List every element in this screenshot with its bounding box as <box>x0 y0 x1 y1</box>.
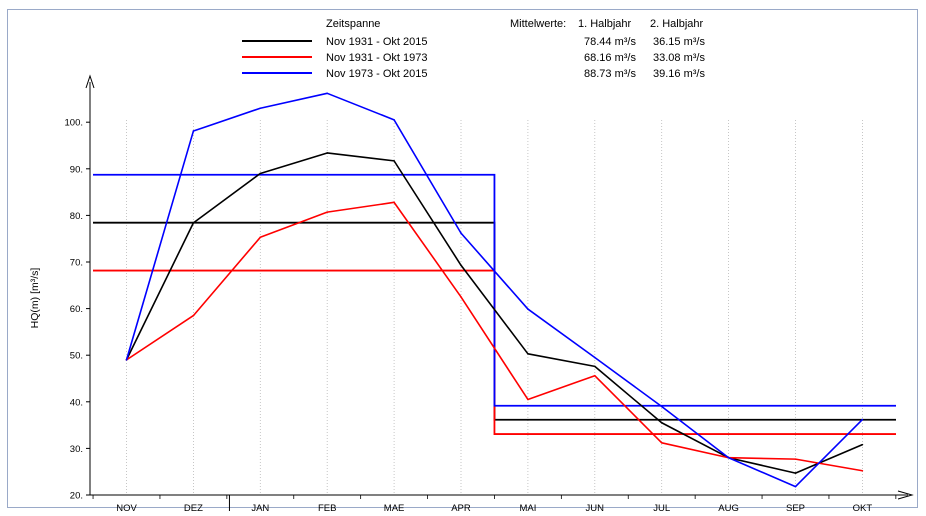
legend-series-name: Nov 1931 - Okt 1973 <box>326 52 428 64</box>
chart-frame <box>7 9 918 508</box>
data-point <box>393 119 395 121</box>
data-point <box>660 421 663 424</box>
data-point <box>527 308 529 310</box>
mean-step-line-3 <box>93 173 896 407</box>
data-point <box>861 418 864 421</box>
legend-header-period: Zeitspanne <box>326 18 380 30</box>
y-tick-label: 50. <box>70 351 83 362</box>
x-tick-label: SEP <box>786 503 805 514</box>
x-tick-label: DEZ <box>184 503 203 514</box>
legend-mean-value: 78.44 m³/s <box>584 36 636 48</box>
legend-mean-value: 88.73 m³/s <box>584 68 636 80</box>
y-axis-label: HQ(m) [m³/s] <box>29 268 41 329</box>
data-point <box>393 160 395 162</box>
data-point <box>326 152 329 154</box>
data-point <box>594 374 596 377</box>
data-point <box>460 264 462 267</box>
data-point <box>460 296 462 298</box>
legend-header-h2: 2. Halbjahr <box>650 18 704 30</box>
data-point <box>527 398 529 401</box>
y-tick-label: 70. <box>70 258 83 269</box>
legend-mean-value: 68.16 m³/s <box>584 52 636 64</box>
x-tick-label: AUG <box>718 503 739 514</box>
data-point <box>794 458 797 460</box>
x-tick-label: APR <box>451 503 471 514</box>
data-point <box>861 469 864 472</box>
y-axis-arrow <box>85 74 95 89</box>
x-tick-label: JUN <box>586 503 605 514</box>
x-tick-label: JAN <box>251 503 269 514</box>
y-tick-label: 60. <box>70 304 83 315</box>
data-point <box>326 211 329 213</box>
legend-mean-value: 33.08 m³/s <box>653 52 705 64</box>
y-tick-label: 80. <box>70 211 83 222</box>
data-point <box>861 443 864 446</box>
legend-mean-value: 36.15 m³/s <box>653 36 705 48</box>
y-tick-label: 100. <box>65 118 84 129</box>
data-point <box>259 172 262 175</box>
x-tick-label: NOV <box>116 503 137 514</box>
data-point <box>594 365 596 368</box>
legend-mean-value: 39.16 m³/s <box>653 68 705 80</box>
series-line-1 <box>125 152 863 474</box>
x-tick-label: MAI <box>519 503 536 514</box>
data-point <box>125 359 128 361</box>
series-line-3 <box>125 92 863 488</box>
data-point <box>460 232 462 234</box>
data-point <box>727 456 730 459</box>
legend-series-name: Nov 1931 - Okt 2015 <box>326 36 428 48</box>
data-point <box>794 472 797 474</box>
x-tick-label: FEB <box>318 503 336 514</box>
data-point <box>594 356 596 359</box>
data-point <box>192 314 195 317</box>
data-point <box>393 201 395 204</box>
legend-series-name: Nov 1973 - Okt 2015 <box>326 68 428 80</box>
data-point <box>660 405 663 408</box>
x-tick-label: OKT <box>853 503 873 514</box>
x-tick-label: MAE <box>384 503 405 514</box>
data-point <box>660 442 663 444</box>
data-point <box>527 353 529 355</box>
axes: NOV DEZ JAN FEB MAE APR MAI JUN JUL AUG SEP OKT 20. 3… <box>65 74 914 514</box>
series-line-2 <box>126 201 863 472</box>
y-tick-label: 90. <box>70 164 83 175</box>
grid-lines <box>126 120 863 495</box>
y-tick-label: 40. <box>70 397 83 408</box>
data-point <box>259 107 262 110</box>
data-point <box>259 236 262 239</box>
data-point <box>192 222 195 224</box>
data-point <box>192 130 195 132</box>
y-tick-label: 20. <box>70 491 83 502</box>
half-year-mean-lines <box>93 173 896 435</box>
x-axis-arrow <box>897 490 914 500</box>
data-point <box>794 485 797 488</box>
legend: Zeitspanne Mittelwerte: 1. Halbjahr 2. H… <box>242 18 705 80</box>
y-tick-label: 30. <box>70 444 83 455</box>
data-point <box>326 92 329 95</box>
legend-header-h1: 1. Halbjahr <box>578 18 632 30</box>
x-tick-label: JUL <box>653 503 670 514</box>
series-lines <box>125 92 864 488</box>
legend-header-means: Mittelwerte: <box>510 18 566 30</box>
